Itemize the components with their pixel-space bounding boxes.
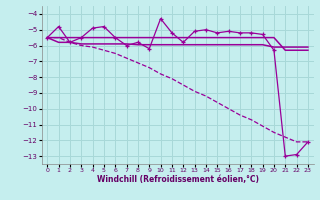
- X-axis label: Windchill (Refroidissement éolien,°C): Windchill (Refroidissement éolien,°C): [97, 175, 259, 184]
